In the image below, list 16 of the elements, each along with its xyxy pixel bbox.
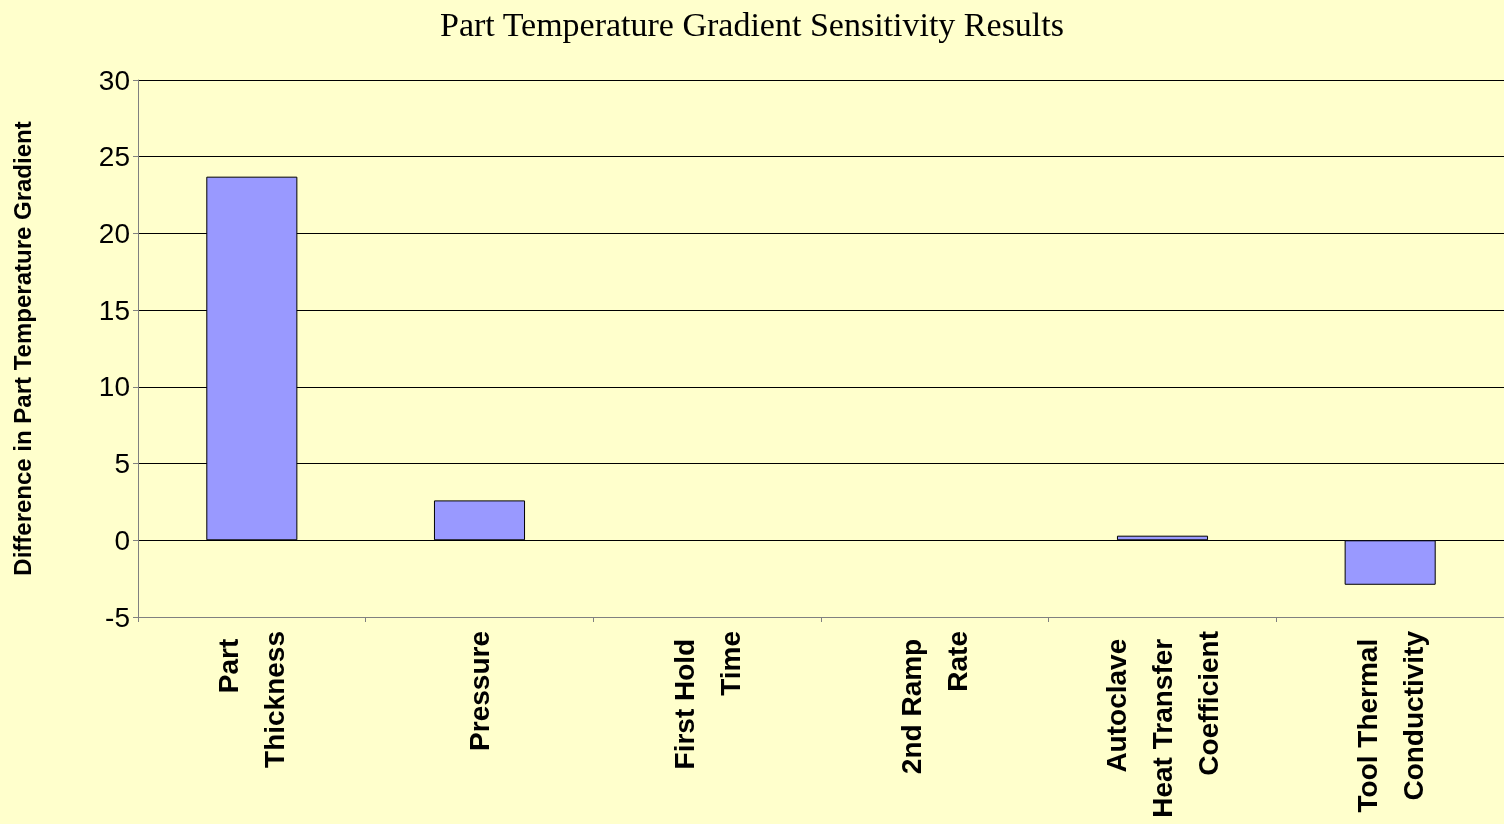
y-tick-label: -5 <box>105 601 130 633</box>
y-tick-label: 5 <box>114 448 130 480</box>
y-tick-label: 15 <box>98 294 130 326</box>
y-tick-label: 20 <box>98 217 130 249</box>
x-tick-label: Autoclave Heat Transfer Coefficient <box>1101 631 1224 818</box>
y-tick-label: 0 <box>114 524 130 556</box>
chart-title: Part Temperature Gradient Sensitivity Results <box>440 5 1064 43</box>
x-tick-label: Part Thickness <box>213 631 291 768</box>
y-tick-label: 10 <box>98 371 130 403</box>
y-tick-label: 30 <box>98 64 130 96</box>
y-tick-label: 25 <box>98 141 130 173</box>
y-axis-title: Difference in Part Temperature Gradient <box>8 121 36 576</box>
x-tick-label: First Hold Time <box>668 631 746 770</box>
x-tick-label: 2nd Ramp Rate <box>896 631 974 775</box>
x-tick-label: Pressure <box>464 631 495 751</box>
x-tick-label: Tool Thermal Conductivity <box>1351 630 1429 813</box>
